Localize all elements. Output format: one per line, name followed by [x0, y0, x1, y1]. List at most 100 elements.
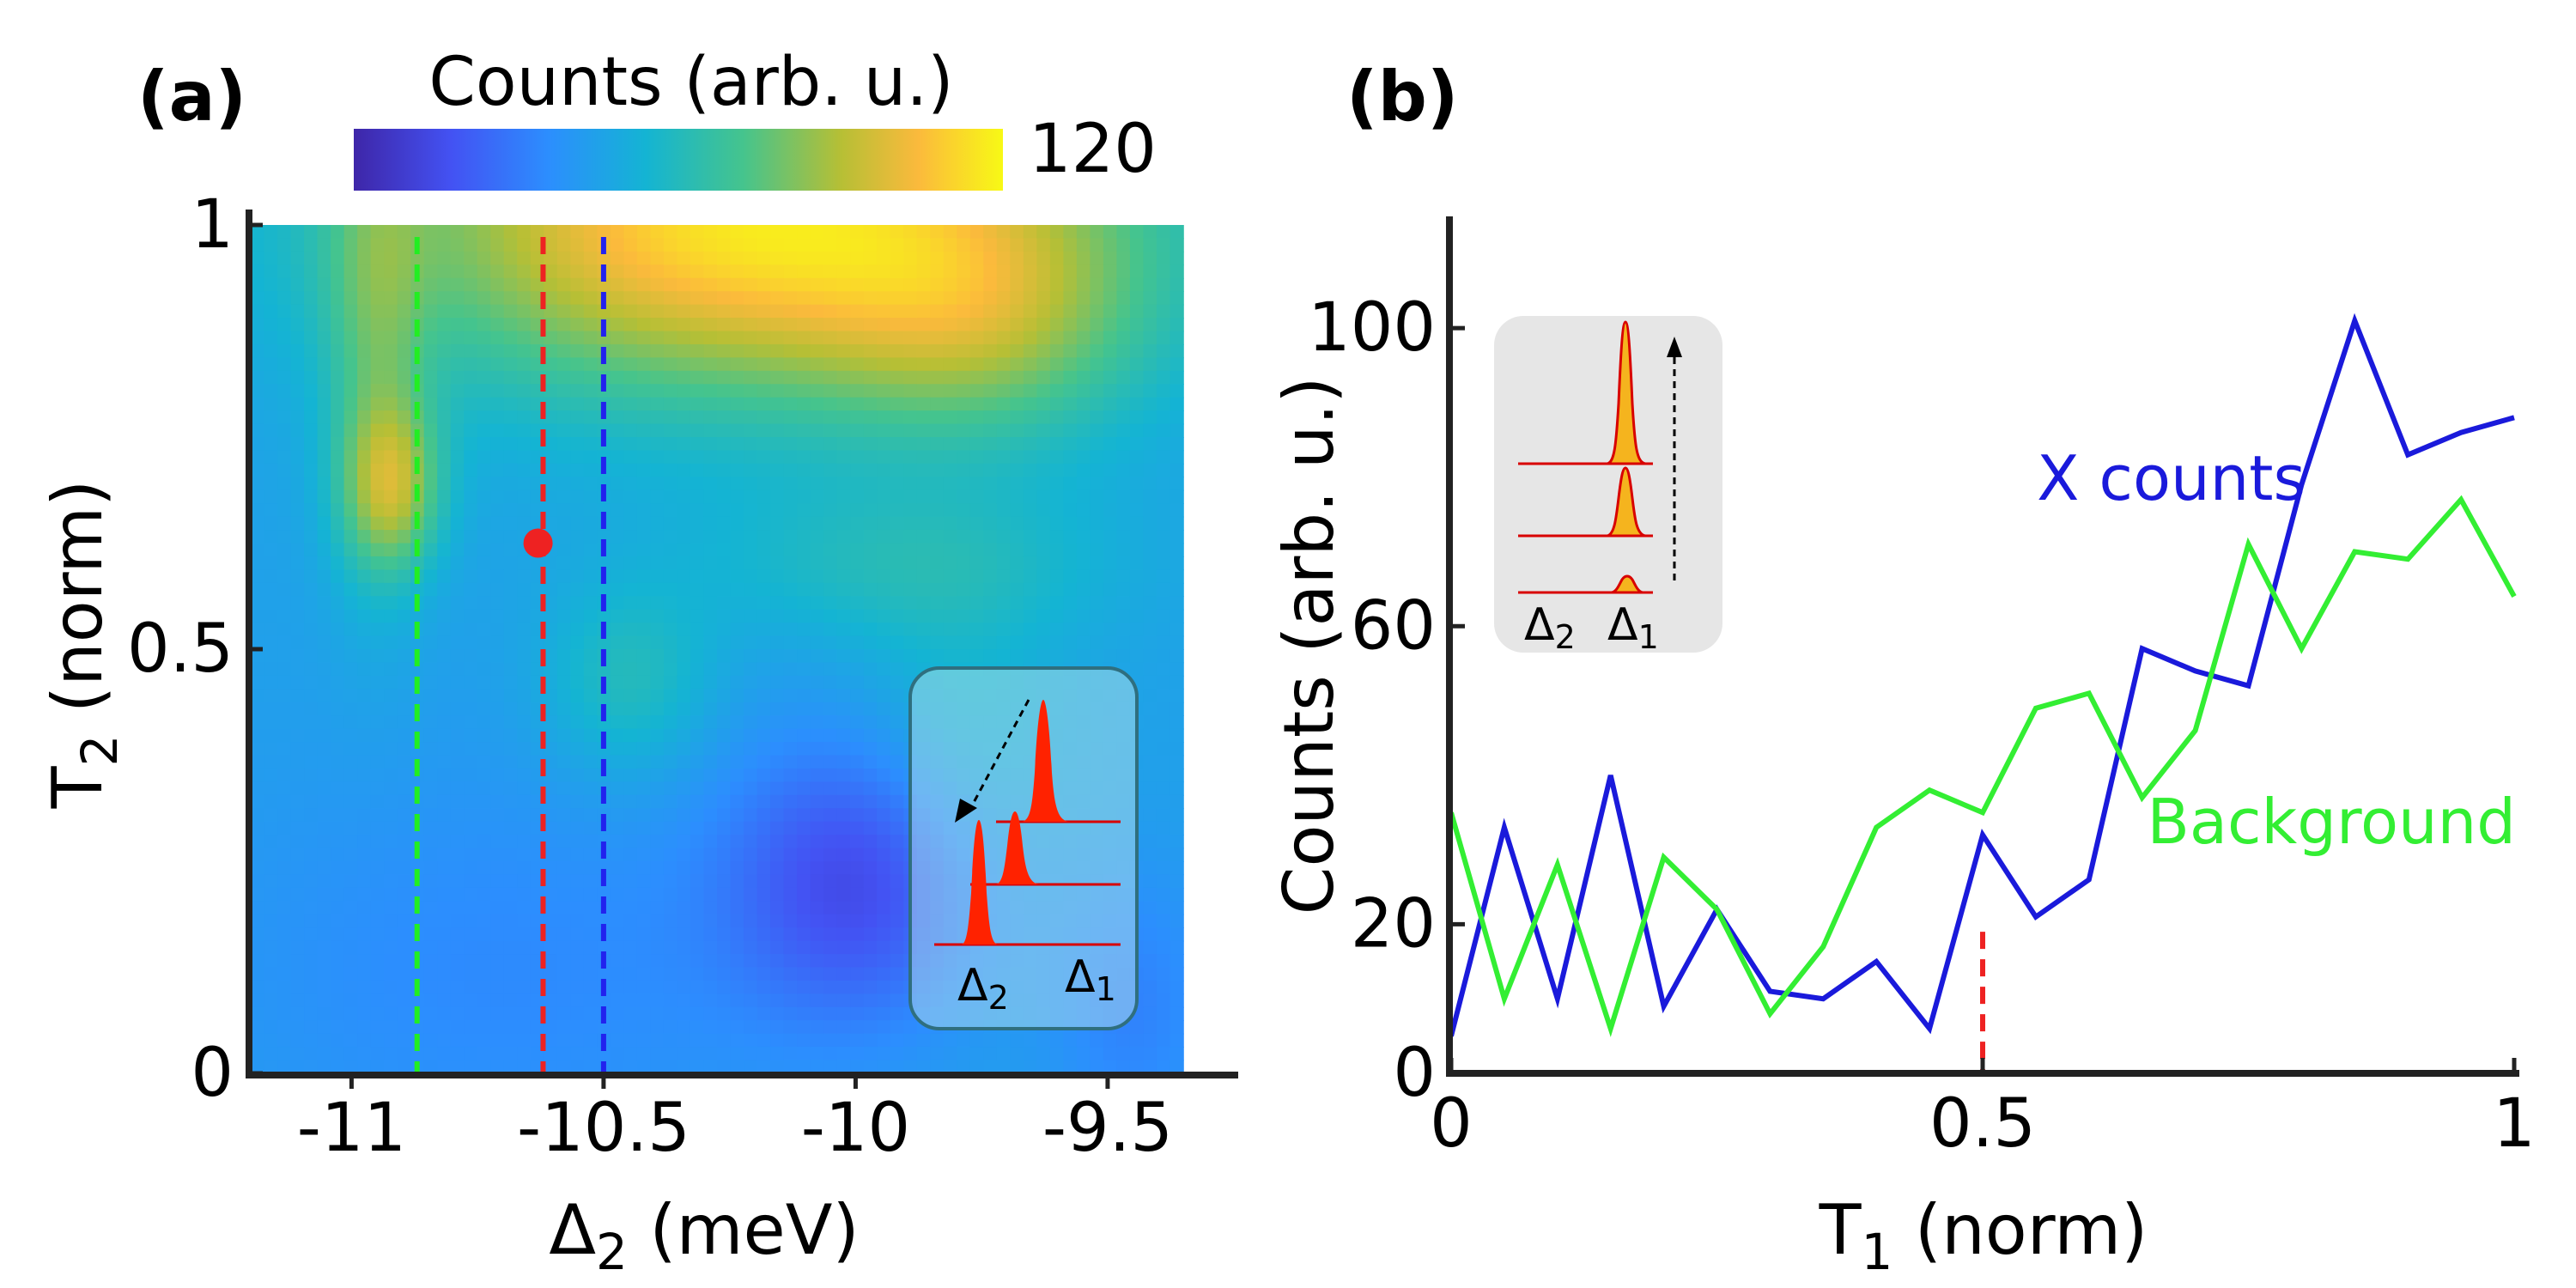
heatmap-cell [703, 477, 718, 491]
heatmap-cell [983, 225, 998, 240]
heatmap-cell [650, 1047, 665, 1061]
heatmap-cell [490, 1047, 505, 1061]
heatmap-cell [1103, 477, 1118, 491]
heatmap-cell [957, 1047, 971, 1061]
heatmap-cell [836, 675, 851, 690]
heatmap-cell [969, 530, 985, 544]
heatmap-cell [810, 410, 824, 425]
heatmap-cell [744, 940, 758, 955]
heatmap-cell [863, 715, 878, 730]
heatmap-cell [1156, 489, 1171, 504]
heatmap-cell [677, 450, 691, 465]
heatmap-cell [1170, 530, 1184, 544]
heatmap-cell [397, 742, 411, 756]
heatmap-cell [556, 463, 572, 478]
heatmap-cell [850, 318, 865, 332]
heatmap-cell [943, 623, 958, 637]
heatmap-cell [397, 291, 411, 306]
heatmap-cell [503, 901, 519, 915]
heatmap-cell [264, 980, 278, 995]
heatmap-cell [969, 516, 985, 531]
heatmap-cell [969, 742, 985, 756]
inset-b-box [1494, 316, 1722, 653]
heatmap-cell [331, 1020, 345, 1035]
heatmap-cell [717, 980, 732, 995]
heatmap-cell [663, 940, 678, 955]
heatmap-cell [916, 530, 932, 544]
heatmap-cell [423, 848, 438, 862]
heatmap-cell [437, 318, 452, 332]
heatmap-cell [1103, 410, 1118, 425]
y-tick-label: 0 [191, 1035, 234, 1112]
heatmap-cell [503, 370, 519, 386]
heatmap-cell [437, 397, 452, 411]
heatmap-cell [357, 331, 372, 345]
heatmap-cell [597, 556, 611, 571]
heatmap-cell [996, 980, 1012, 995]
heatmap-cell [969, 423, 985, 438]
heatmap-cell [730, 940, 744, 955]
heatmap-cell [797, 1006, 811, 1022]
heatmap-cell [663, 463, 678, 478]
heatmap-cell [623, 980, 638, 995]
heatmap-cell [597, 940, 611, 955]
panel-a-inset: Δ2 Δ1 [908, 666, 1139, 1030]
heatmap-cell [1170, 264, 1184, 279]
heatmap-cell [423, 609, 438, 623]
heatmap-cell [290, 609, 305, 623]
heatmap-cell [264, 477, 278, 491]
heatmap-cell [317, 582, 331, 598]
heatmap-cell [1116, 1047, 1131, 1061]
heatmap-cell [823, 343, 838, 359]
heatmap-cell [597, 503, 611, 518]
heatmap-cell [756, 1060, 771, 1074]
heatmap-cell [1116, 489, 1131, 504]
heatmap-cell [690, 543, 705, 557]
heatmap-cell [677, 635, 691, 650]
heatmap-cell [1090, 543, 1104, 557]
heatmap-cell [490, 251, 505, 266]
heatmap-cell [556, 304, 572, 319]
heatmap-cell [903, 489, 918, 504]
heatmap-cell [570, 623, 585, 637]
heatmap-cell [304, 927, 319, 942]
heatmap-cell [770, 277, 785, 292]
heatmap-cell [836, 437, 851, 452]
heatmap-cell [503, 437, 519, 452]
heatmap-cell [264, 530, 278, 544]
heatmap-cell [357, 1033, 372, 1048]
heatmap-cell [930, 874, 945, 889]
heatmap-cell [490, 423, 505, 438]
heatmap-cell [810, 662, 824, 677]
heatmap-cell [384, 530, 398, 544]
heatmap-cell [1063, 357, 1078, 372]
heatmap-cell [251, 835, 265, 849]
heatmap-cell [290, 689, 305, 703]
heatmap-cell [290, 291, 305, 306]
heatmap-cell [423, 887, 438, 902]
heatmap-cell [823, 821, 838, 835]
heatmap-cell [730, 835, 744, 849]
heatmap-cell [290, 596, 305, 611]
heatmap-cell [450, 543, 465, 557]
heatmap-cell [703, 277, 718, 292]
heatmap-cell [384, 887, 398, 902]
heatmap-cell [1156, 874, 1171, 889]
heatmap-cell [783, 848, 798, 862]
heatmap-cell [996, 569, 1012, 584]
heatmap-cell [930, 343, 945, 359]
heatmap-cell [650, 370, 665, 386]
heatmap-cell [544, 755, 558, 769]
heatmap-cell [623, 901, 638, 915]
heatmap-cell [1023, 768, 1038, 783]
heatmap-cell [877, 623, 891, 637]
heatmap-cell [663, 423, 678, 438]
heatmap-cell [983, 848, 998, 862]
heatmap-cell [744, 755, 758, 769]
heatmap-cell [1023, 887, 1038, 902]
heatmap-cell [863, 1033, 878, 1048]
heatmap-cell [570, 277, 585, 292]
heatmap-cell [957, 755, 971, 769]
heatmap-cell [1156, 742, 1171, 756]
heatmap-cell [1170, 954, 1184, 969]
